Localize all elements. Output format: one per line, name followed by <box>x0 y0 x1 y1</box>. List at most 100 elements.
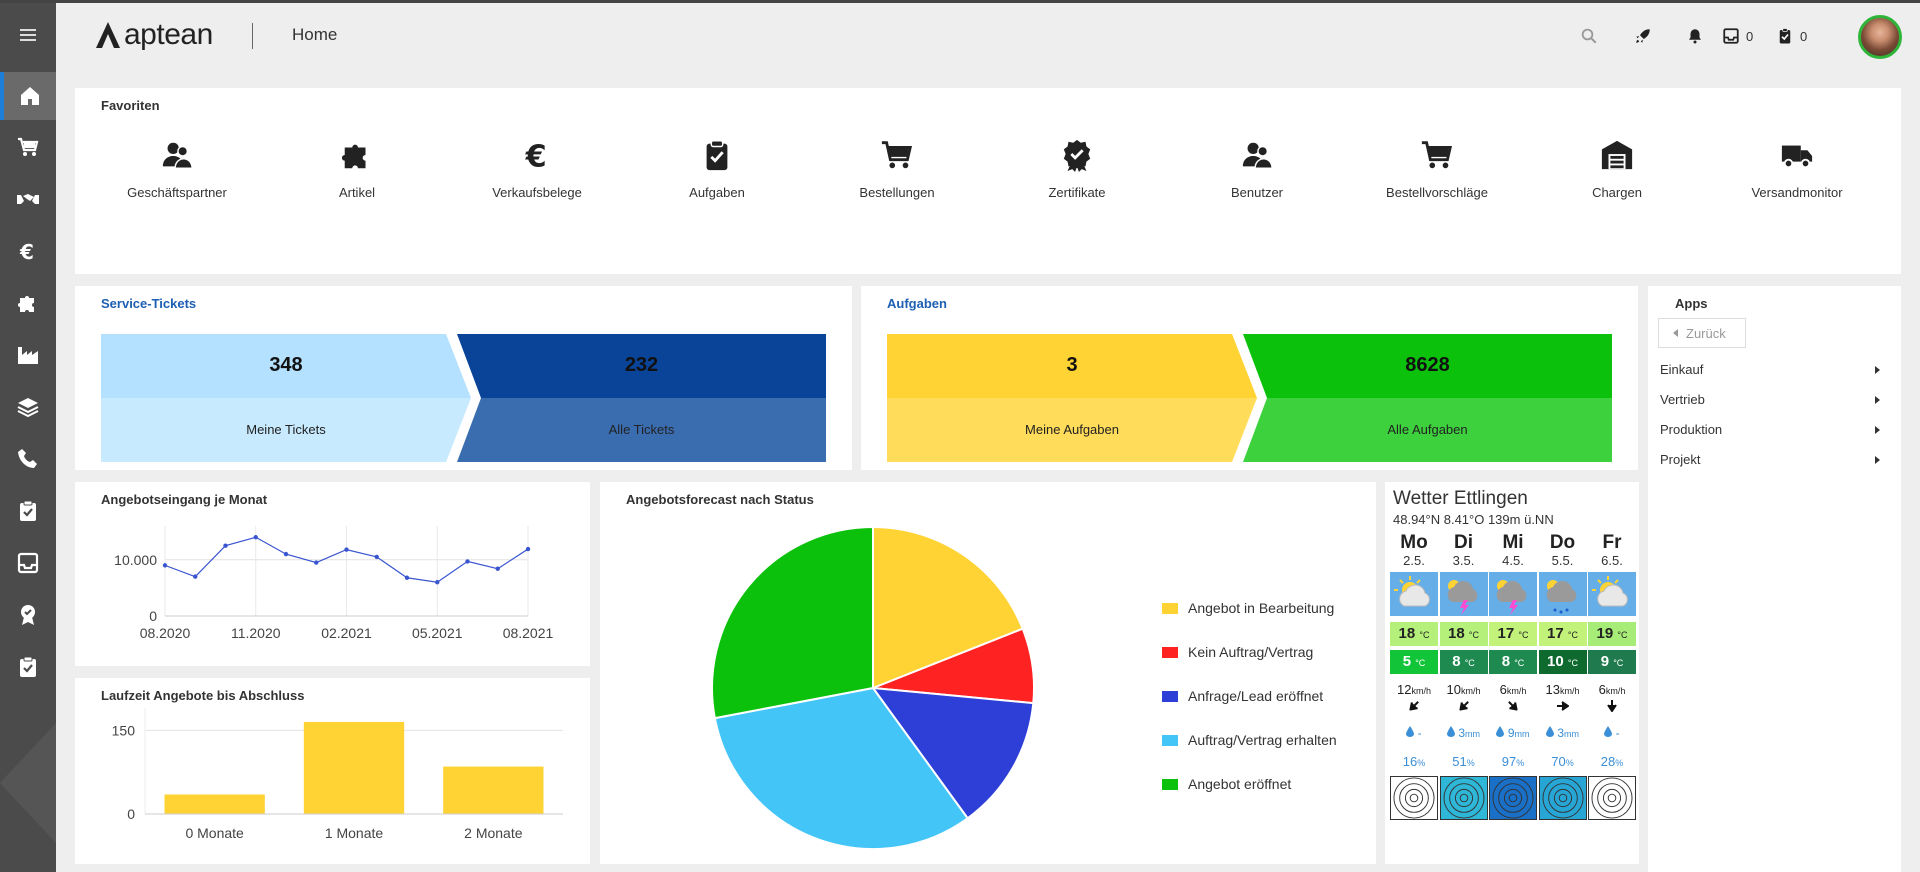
line-point[interactable] <box>374 554 379 560</box>
back-button[interactable]: Zurück <box>1658 318 1746 348</box>
euro-icon: € <box>525 139 547 172</box>
caret-right-icon <box>1875 426 1880 434</box>
notifications-button[interactable] <box>1686 25 1704 47</box>
line-chart: 08.2020 11.2020 02.2021 05.2021 08.2021 0 10.0… <box>114 526 554 641</box>
weather-rain: - <box>1390 726 1438 740</box>
cart-icon <box>1421 141 1453 169</box>
tasks-button[interactable]: 0 <box>1776 25 1807 47</box>
tasks-panel: Aufgaben 3 Meine Aufgaben 8628 Alle Aufg… <box>861 286 1638 470</box>
legend-item[interactable]: Angebot eröffnet <box>1162 776 1291 792</box>
line-point[interactable] <box>253 535 258 540</box>
favorite-artikel[interactable]: Artikel <box>277 138 437 202</box>
clipboard-check-icon <box>1779 28 1791 44</box>
sidebar-item-sales[interactable] <box>0 123 56 171</box>
favorite-verkaufsbelege[interactable]: € Verkaufsbelege <box>457 138 617 202</box>
sidebar-item-tasks[interactable] <box>0 487 56 535</box>
legend-item[interactable]: Angebot in Bearbeitung <box>1162 600 1334 616</box>
sidebar-item-production[interactable] <box>0 331 56 379</box>
line-point[interactable] <box>404 575 410 580</box>
aptean-logo[interactable]: aptean <box>94 18 213 51</box>
pie-slice[interactable] <box>870 686 1035 820</box>
sidebar-item-finance[interactable]: € <box>0 227 56 275</box>
legend-item[interactable]: Kein Auftrag/Vertrag <box>1162 644 1313 660</box>
my-tickets-tile[interactable]: 348 Meine Tickets <box>101 334 471 462</box>
favorite-bestellungen[interactable]: Bestellungen <box>817 138 977 202</box>
back-label: Zurück <box>1686 325 1726 341</box>
my-tickets-label: Meine Tickets <box>246 422 326 437</box>
bar[interactable] <box>164 794 265 814</box>
sidebar-item-home[interactable] <box>0 72 56 120</box>
sidebar-item-articles[interactable] <box>0 279 56 327</box>
line-point[interactable] <box>344 547 349 552</box>
inbox-icon <box>17 552 39 574</box>
bell-icon <box>1689 29 1701 44</box>
apps-item-vertrieb[interactable]: Vertrieb <box>1660 392 1880 407</box>
radar-map-icon[interactable] <box>1439 776 1488 820</box>
sidebar-item-inbox[interactable] <box>0 539 56 587</box>
line-point[interactable] <box>193 574 198 579</box>
pie-chart-title: Angebotsforecast nach Status <box>626 492 814 507</box>
pie-slice[interactable] <box>711 525 874 720</box>
all-tickets-shape <box>457 334 826 462</box>
radar-map-icon[interactable] <box>1390 776 1438 820</box>
bar-x-tick: 2 Monate <box>464 825 523 841</box>
weather-date: 3.5. <box>1452 553 1475 568</box>
wind-arrow-icon <box>1409 701 1419 711</box>
logo-text: aptean <box>124 18 213 51</box>
line-point[interactable] <box>223 543 228 548</box>
apps-item-einkauf[interactable]: Einkauf <box>1660 362 1880 377</box>
legend-item[interactable]: Anfrage/Lead eröffnet <box>1162 688 1323 704</box>
line-x-tick: 08.2021 <box>503 625 554 641</box>
sidebar-item-certificates[interactable] <box>0 591 56 639</box>
users-icon <box>1242 142 1273 169</box>
weather-day-name: Mi <box>1502 532 1524 553</box>
favorite-benutzer[interactable]: Benutzer <box>1177 138 1337 202</box>
top-header: aptean Home 0 0 <box>56 3 1920 67</box>
line-point[interactable] <box>162 563 168 568</box>
bar[interactable] <box>303 721 405 814</box>
radar-map-icon[interactable] <box>1538 776 1587 820</box>
line-point[interactable] <box>314 560 319 565</box>
line-point[interactable] <box>495 566 500 571</box>
menu-button[interactable] <box>0 11 56 59</box>
search-button[interactable] <box>1580 25 1598 47</box>
weather-wind: 10km/h <box>1446 682 1481 697</box>
bar[interactable] <box>443 766 544 814</box>
my-tickets-shape <box>101 334 471 462</box>
radar-map-icon[interactable] <box>1489 776 1537 820</box>
line-point[interactable] <box>465 559 470 564</box>
weather-high-temp: 17 °C <box>1538 622 1587 646</box>
weather-date: 5.5. <box>1551 553 1574 568</box>
sidebar-item-clipboard[interactable] <box>0 643 56 691</box>
my-tickets-count: 348 <box>269 354 303 376</box>
line-point[interactable] <box>283 551 289 557</box>
line-point[interactable] <box>435 580 440 585</box>
line-point[interactable] <box>525 546 531 552</box>
pie-slice[interactable] <box>872 525 1024 690</box>
sidebar-item-phone[interactable] <box>0 435 56 483</box>
messages-button[interactable]: 0 <box>1722 25 1753 47</box>
rocket-button[interactable] <box>1634 25 1652 47</box>
pie-slice[interactable] <box>713 686 970 850</box>
favorite-versandmonitor[interactable]: Versandmonitor <box>1717 138 1877 202</box>
favorite-bestellvorschlaege[interactable]: Bestellvorschläge <box>1357 138 1517 202</box>
favorite-chargen[interactable]: Chargen <box>1537 138 1697 202</box>
all-tasks-tile[interactable]: 8628 Alle Aufgaben <box>1243 334 1612 462</box>
apps-item-produktion[interactable]: Produktion <box>1660 422 1880 437</box>
favorite-zertifikate[interactable]: Zertifikate <box>997 138 1157 202</box>
bar-y-tick: 0 <box>127 806 135 822</box>
favorite-geschaeftspartner[interactable]: Geschäftspartner <box>97 138 257 202</box>
thunderstorm-icon <box>1439 572 1488 616</box>
my-tasks-tile[interactable]: 3 Meine Aufgaben <box>887 334 1257 462</box>
apps-item-projekt[interactable]: Projekt <box>1660 452 1880 467</box>
all-tickets-tile[interactable]: 232 Alle Tickets <box>457 334 826 462</box>
all-tasks-label: Alle Aufgaben <box>1387 422 1468 437</box>
favorite-aufgaben[interactable]: Aufgaben <box>637 138 797 202</box>
user-avatar[interactable] <box>1858 15 1902 59</box>
legend-item[interactable]: Auftrag/Vertrag erhalten <box>1162 732 1337 748</box>
sidebar-item-layers[interactable] <box>0 383 56 431</box>
sidebar-item-partners[interactable] <box>0 175 56 223</box>
weather-rain: 3mm <box>1440 726 1488 740</box>
logo-mark-icon <box>96 22 120 48</box>
radar-map-icon[interactable] <box>1588 776 1636 820</box>
